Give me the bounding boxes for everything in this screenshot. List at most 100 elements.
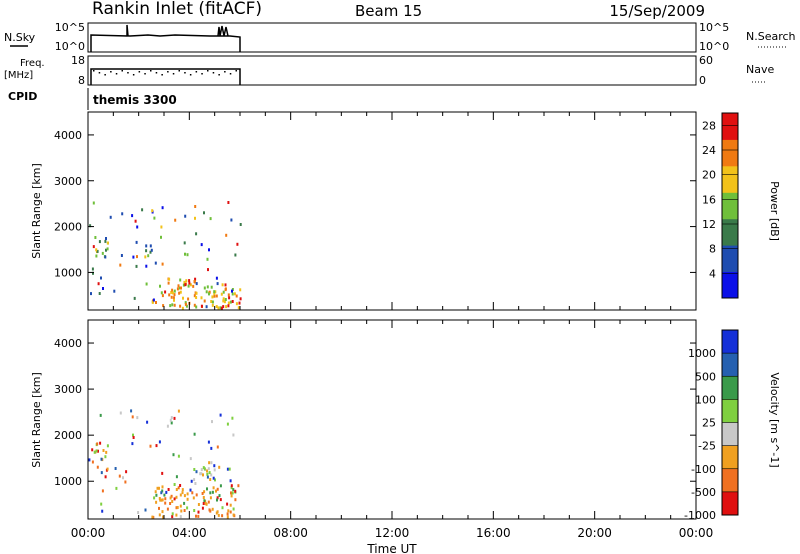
power-data-cell (149, 244, 152, 248)
power-data-cell (188, 281, 191, 285)
velocity-data-cell (204, 501, 207, 505)
power-data-cell (161, 262, 164, 266)
nave-dot (207, 70, 209, 72)
velocity-data-cell (214, 478, 216, 482)
velocity-data-cell (193, 468, 196, 471)
power-data-cell (101, 251, 104, 255)
colorbar-swatch (722, 353, 738, 377)
velocity-data-cell (221, 506, 224, 510)
power-data-cell (203, 211, 205, 215)
velocity-data-cell (179, 504, 182, 508)
velocity-data-cell (122, 476, 124, 480)
power-data-cell (95, 254, 98, 258)
power-data-cell (179, 290, 182, 294)
velocity-data-cell (197, 510, 200, 514)
power-data-cell (203, 286, 206, 290)
power-data-cell (194, 205, 197, 208)
power-data-cell (152, 298, 155, 302)
power-data-cell (134, 219, 137, 223)
colorbar-tick-label: 20 (702, 169, 716, 182)
power-data-cell (95, 248, 98, 252)
velocity-data-cell (164, 497, 167, 501)
velocity-data-cell (179, 493, 182, 497)
velocity-panel: 1000 2000 3000 4000 00:00 04:00 08:00 12:00 16:0… (30, 319, 713, 554)
power-data-cell (92, 271, 94, 275)
velocity-data-cell (177, 454, 180, 458)
velocity-data-cell (161, 498, 164, 502)
power-data-cell (105, 237, 107, 240)
velocity-data-cell (186, 492, 189, 496)
power-data-cell (145, 249, 148, 253)
velocity-data-cell (163, 493, 166, 497)
velocity-data-cell (165, 490, 168, 494)
power-data-cell (104, 255, 107, 259)
velocity-data-cell (166, 507, 169, 511)
nsky-spike (126, 24, 129, 37)
power-data-cell (100, 276, 102, 280)
power-data-cell (98, 292, 101, 295)
power-data-cell (227, 201, 230, 204)
velocity-data-cell (102, 449, 105, 452)
nave-dot (138, 71, 141, 73)
velocity-data-cell (216, 487, 219, 491)
colorbar-tick-label: 16 (702, 193, 716, 206)
power-data-cell (145, 264, 148, 268)
power-data-cell (92, 201, 95, 205)
y-tick-label: 1000 (54, 475, 82, 488)
colorbar-frame (721, 112, 739, 299)
velocity-data-cell (189, 488, 192, 492)
power-data-cell (193, 294, 196, 298)
velocity-data-cell (156, 486, 159, 490)
x-tick-label: 16:00 (476, 526, 511, 540)
power-data-cell (135, 240, 138, 244)
velocity-data-cell (177, 486, 180, 490)
velocity-data-cell (197, 514, 200, 518)
nave-dot (235, 70, 237, 72)
power-data-cell (206, 285, 209, 289)
power-data-cell (167, 281, 170, 285)
velocity-data-cell (137, 511, 140, 514)
colorbar-swatch (722, 139, 738, 167)
velocity-data-cell (213, 464, 216, 468)
velocity-data-cell (93, 450, 96, 454)
velocity-data-cell (217, 513, 220, 517)
velocity-data-cell (191, 491, 194, 495)
velocity-data-cell (170, 494, 173, 498)
colorbar-tick-label: 12 (702, 218, 716, 231)
velocity-data-cell (206, 472, 209, 476)
nave-dot (132, 74, 135, 76)
colorbar-tick-label: -100 (691, 463, 716, 476)
velocity-data-cell (164, 501, 167, 505)
power-data-cell (89, 224, 92, 228)
power-data-cell (177, 284, 180, 288)
velocity-data-cell (149, 444, 152, 448)
velocity-data-cell (218, 494, 221, 498)
colorbar-tick-label: 1000 (688, 347, 716, 360)
velocity-data-cell (226, 502, 229, 506)
power-data-cell (188, 279, 191, 283)
velocity-data-cell (154, 490, 157, 494)
colorbar-swatch (722, 271, 738, 299)
nave-dot (155, 72, 158, 74)
colorbar-swatch (722, 330, 738, 354)
power-data-cell (239, 223, 242, 226)
power-data-cell (169, 304, 172, 308)
velocity-data-cell (159, 498, 162, 502)
power-data-cell (238, 301, 241, 305)
date-title: 15/Sep/2009 (609, 2, 705, 20)
power-data-cell (92, 245, 95, 249)
nave-dot (127, 72, 129, 74)
colorbar-swatch (722, 399, 738, 423)
velocity-data-cell (175, 495, 178, 499)
velocity-data-cell (229, 503, 232, 507)
freq-trace (90, 68, 241, 85)
power-data-cell (208, 292, 210, 296)
velocity-data-cell (106, 444, 109, 448)
power-data-cell (213, 294, 216, 298)
power-data-cell (184, 283, 187, 287)
velocity-data-cell (100, 502, 103, 506)
velocity-data-cell (209, 491, 212, 495)
velocity-data-cell (183, 494, 186, 498)
velocity-data-cell (161, 471, 164, 475)
